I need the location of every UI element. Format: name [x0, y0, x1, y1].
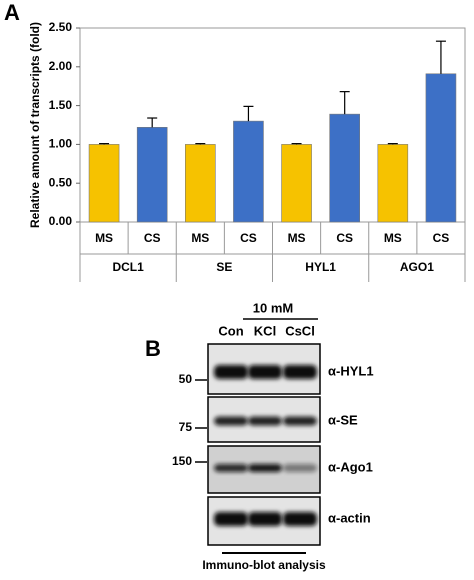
treatment-label: 10 mM — [253, 300, 293, 315]
y-tick-label: 0.50 — [49, 175, 73, 189]
band — [248, 464, 282, 472]
band — [248, 512, 282, 526]
band — [283, 464, 317, 472]
y-axis-label: Relative amount of transcripts (fold) — [28, 22, 42, 228]
y-tick-label: 2.00 — [49, 59, 73, 73]
band — [214, 464, 248, 472]
bar — [281, 144, 312, 223]
footer-label: Immuno-blot analysis — [202, 558, 326, 572]
lane-label: KCl — [254, 323, 276, 338]
error-bar — [291, 143, 302, 145]
band — [214, 512, 248, 526]
x-tick-label: MS — [384, 231, 402, 245]
band — [248, 416, 282, 426]
marker-label: 150 — [172, 454, 192, 468]
band — [283, 512, 317, 526]
bar — [136, 127, 168, 223]
bar — [377, 144, 409, 223]
error-bar — [195, 143, 206, 145]
x-tick-label: CS — [240, 231, 257, 245]
antibody-label: α-SE — [328, 412, 358, 427]
bar — [88, 144, 120, 223]
antibody-label: α-HYL1 — [328, 363, 374, 378]
x-tick-label: MS — [95, 231, 113, 245]
x-tick-label: CS — [433, 231, 450, 245]
group-label: HYL1 — [305, 260, 336, 274]
y-tick-label: 1.50 — [49, 98, 73, 112]
band — [214, 365, 248, 379]
panel-label: B — [145, 336, 161, 361]
bar — [233, 120, 264, 223]
y-tick-label: 2.50 — [49, 20, 73, 34]
band — [248, 365, 282, 379]
x-tick-label: CS — [336, 231, 353, 245]
error-bar — [243, 105, 254, 122]
band — [283, 416, 317, 426]
x-tick-label: MS — [191, 231, 209, 245]
band — [283, 365, 317, 379]
lane-label: CsCl — [285, 323, 315, 338]
error-bar — [435, 40, 446, 74]
error-bar — [339, 91, 350, 115]
x-tick-label: CS — [144, 231, 161, 245]
bar — [185, 144, 216, 223]
antibody-label: α-Ago1 — [328, 459, 373, 474]
panel-label: A — [4, 0, 20, 25]
error-bar — [99, 143, 110, 145]
error-bar — [387, 143, 398, 145]
y-tick-label: 1.00 — [49, 137, 73, 151]
antibody-label: α-actin — [328, 510, 371, 525]
marker-label: 75 — [179, 420, 193, 434]
y-tick-label: 0.00 — [49, 214, 73, 228]
marker-label: 50 — [179, 372, 193, 386]
bar — [329, 113, 360, 223]
group-label: AGO1 — [400, 260, 434, 274]
error-bar — [147, 117, 158, 128]
lane-label: Con — [218, 323, 243, 338]
x-tick-label: MS — [288, 231, 306, 245]
group-label: SE — [216, 260, 232, 274]
band — [214, 416, 248, 426]
group-label: DCL1 — [112, 260, 144, 274]
bar — [425, 73, 457, 223]
